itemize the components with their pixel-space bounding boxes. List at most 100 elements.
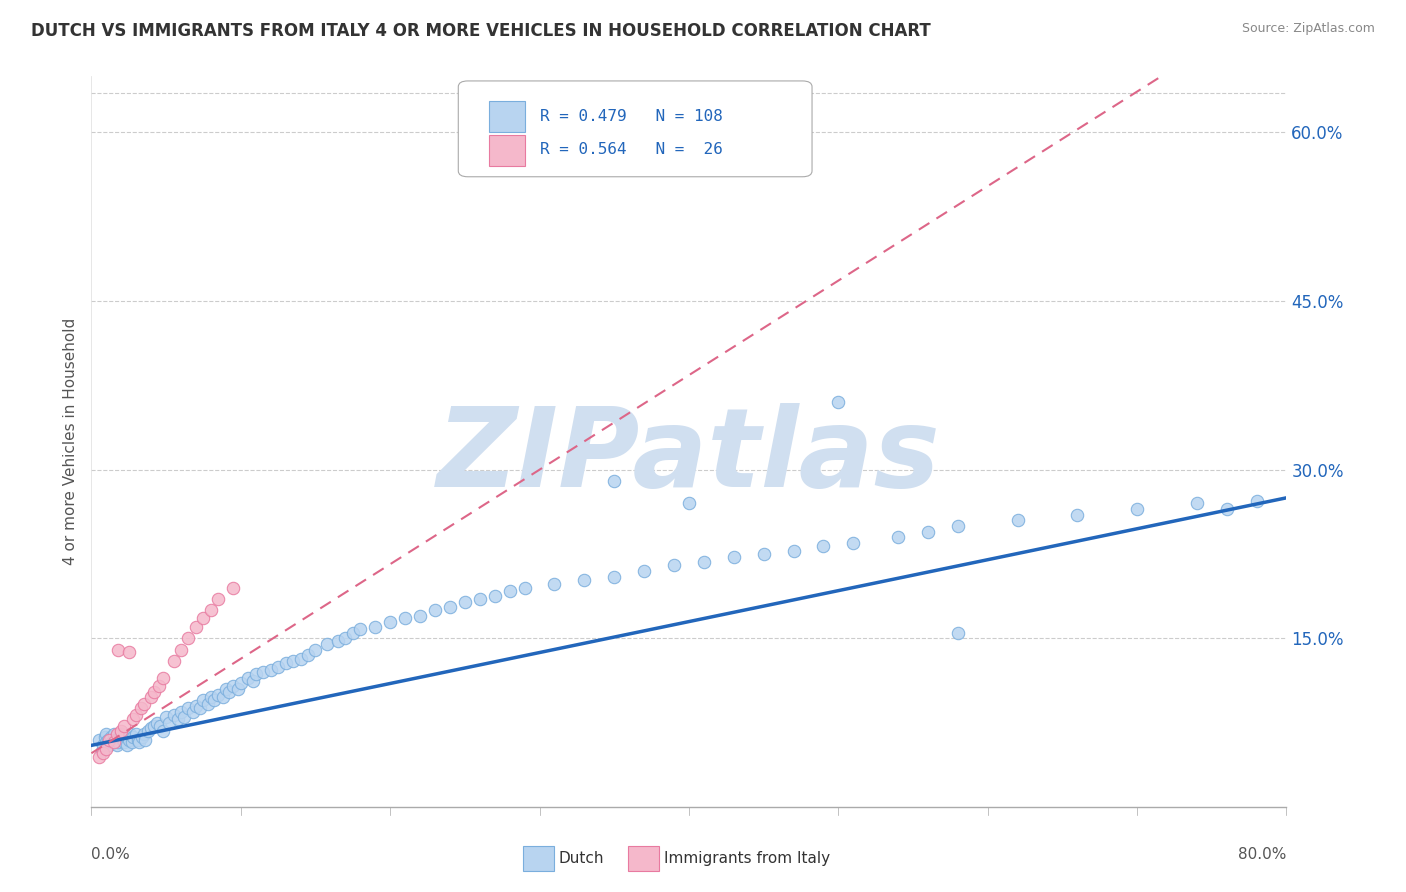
Point bbox=[122, 731, 145, 745]
Point bbox=[118, 645, 141, 659]
Point bbox=[193, 693, 215, 707]
Point bbox=[152, 671, 174, 685]
FancyBboxPatch shape bbox=[489, 135, 526, 166]
Point bbox=[125, 708, 148, 723]
Point bbox=[114, 731, 136, 745]
Point bbox=[125, 727, 148, 741]
Point bbox=[98, 739, 121, 753]
Point bbox=[157, 715, 180, 730]
Point bbox=[290, 651, 312, 665]
Point bbox=[134, 732, 156, 747]
Point bbox=[87, 732, 110, 747]
Point bbox=[93, 746, 115, 760]
Point bbox=[197, 697, 219, 711]
Text: Immigrants from Italy: Immigrants from Italy bbox=[664, 851, 830, 865]
Point bbox=[110, 723, 132, 738]
Point bbox=[281, 654, 304, 668]
Point bbox=[678, 496, 700, 510]
Point bbox=[100, 731, 122, 745]
Point bbox=[242, 674, 264, 689]
Point bbox=[917, 524, 939, 539]
Point bbox=[122, 713, 145, 727]
Point bbox=[173, 710, 195, 724]
Point bbox=[132, 727, 155, 741]
Point bbox=[96, 727, 118, 741]
Point bbox=[162, 708, 184, 723]
Point bbox=[132, 697, 155, 711]
Point bbox=[200, 690, 222, 704]
Point bbox=[335, 632, 357, 646]
Point bbox=[316, 637, 339, 651]
Point bbox=[143, 685, 166, 699]
Point bbox=[96, 735, 118, 749]
Point bbox=[439, 599, 461, 614]
Point bbox=[105, 739, 128, 753]
Point bbox=[394, 611, 416, 625]
Point bbox=[267, 659, 290, 673]
Point bbox=[887, 530, 910, 544]
Point bbox=[90, 744, 112, 758]
Point bbox=[193, 611, 215, 625]
Point bbox=[349, 623, 371, 637]
Point bbox=[633, 564, 655, 578]
Point bbox=[118, 732, 141, 747]
Point bbox=[200, 603, 222, 617]
Point bbox=[207, 688, 229, 702]
Point bbox=[297, 648, 319, 663]
Point bbox=[229, 676, 252, 690]
Point bbox=[603, 474, 626, 488]
Point bbox=[245, 667, 267, 681]
Point bbox=[946, 625, 969, 640]
FancyBboxPatch shape bbox=[489, 102, 526, 132]
Point bbox=[215, 682, 238, 697]
Point bbox=[87, 749, 110, 764]
Point bbox=[93, 739, 115, 753]
Point bbox=[752, 547, 775, 561]
Point bbox=[170, 705, 193, 719]
Point bbox=[170, 642, 193, 657]
Point bbox=[97, 732, 120, 747]
Point bbox=[827, 395, 849, 409]
Point bbox=[177, 701, 200, 715]
Point bbox=[1126, 502, 1149, 516]
Point bbox=[207, 592, 229, 607]
Point bbox=[131, 731, 153, 745]
Point bbox=[103, 727, 125, 741]
Point bbox=[380, 615, 402, 629]
Point bbox=[107, 642, 129, 657]
Point bbox=[96, 741, 118, 756]
Point bbox=[107, 735, 129, 749]
Point bbox=[409, 609, 432, 624]
Point bbox=[693, 555, 716, 569]
Text: Dutch: Dutch bbox=[558, 851, 603, 865]
Text: R = 0.479   N = 108: R = 0.479 N = 108 bbox=[540, 109, 723, 124]
Point bbox=[141, 722, 163, 736]
Point bbox=[662, 558, 685, 573]
Point bbox=[184, 698, 207, 713]
Point bbox=[101, 735, 124, 749]
Point bbox=[274, 657, 297, 671]
Point bbox=[499, 584, 522, 599]
FancyBboxPatch shape bbox=[458, 81, 813, 177]
Point bbox=[304, 642, 326, 657]
Point bbox=[342, 625, 364, 640]
Point bbox=[484, 589, 506, 603]
Point bbox=[723, 550, 745, 565]
Point bbox=[115, 739, 138, 753]
Point bbox=[259, 663, 281, 677]
Point bbox=[148, 679, 170, 693]
Point bbox=[252, 665, 274, 680]
Point bbox=[94, 731, 117, 745]
Point bbox=[104, 732, 127, 747]
Point bbox=[184, 620, 207, 634]
Point bbox=[136, 723, 159, 738]
Point bbox=[111, 732, 134, 747]
Point bbox=[574, 573, 596, 587]
Point bbox=[782, 543, 804, 558]
Point bbox=[110, 727, 132, 741]
Point bbox=[202, 693, 225, 707]
Point bbox=[1007, 513, 1029, 527]
Text: Source: ZipAtlas.com: Source: ZipAtlas.com bbox=[1241, 22, 1375, 36]
Point bbox=[238, 671, 260, 685]
Point bbox=[603, 569, 626, 583]
